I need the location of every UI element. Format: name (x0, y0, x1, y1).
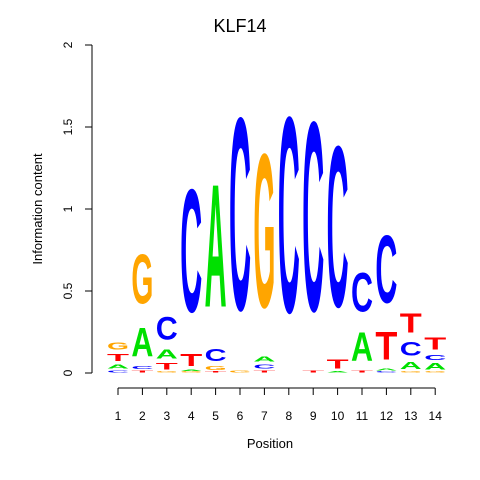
logo-letter-c: C (229, 60, 251, 368)
logo-letter-g: G (205, 365, 227, 371)
logo-letter-c: C (400, 339, 422, 360)
x-tick-label: 11 (356, 409, 369, 423)
logo-letter-g: G (253, 109, 275, 354)
x-tick-label: 5 (212, 409, 219, 423)
logo-letter-a: A (400, 360, 422, 372)
x-tick-label: 8 (285, 409, 292, 423)
x-tick-label: 6 (237, 409, 244, 423)
x-tick-label: 14 (429, 409, 443, 423)
logo-letter-g: G (180, 371, 202, 373)
y-tick-label: 0.5 (61, 282, 75, 299)
x-axis: 1 2 3 4 5 6 7 8 9 10 11 12 13 14 (115, 387, 443, 423)
logo-letter-c: C (107, 370, 130, 373)
logo-letter-c: C (302, 66, 324, 368)
x-tick-label: 12 (380, 409, 394, 423)
x-tick-label: 13 (404, 409, 418, 423)
logo-letter-c: C (375, 371, 397, 373)
x-tick-label: 2 (139, 409, 146, 423)
logo-letter-a: A (156, 347, 178, 362)
logo-letter-a: A (351, 323, 373, 370)
y-axis: 0 0.5 1 1.5 2 (61, 41, 93, 376)
logo-letter-t: T (180, 350, 202, 370)
logo-letter-t: T (253, 370, 276, 373)
logo-letter-c: C (327, 99, 349, 356)
chart-title: KLF14 (213, 16, 266, 36)
logo-letter-g: G (424, 371, 446, 373)
x-axis-label: Position (247, 436, 293, 451)
logo-letter-a: A (253, 355, 275, 363)
logo-letter-c: C (375, 216, 397, 324)
logo-letter-a: A (375, 368, 398, 371)
logo-letter-c: C (205, 345, 227, 365)
logo-letter-c: C (424, 353, 446, 361)
logo-letter-a: A (205, 148, 227, 344)
logo-letter-c: C (278, 60, 300, 372)
logo-letter-t: T (327, 356, 350, 371)
logo-letter-a: A (424, 362, 446, 372)
logo-letter-a: A (327, 371, 349, 373)
logo-letter-t: T (375, 325, 397, 369)
logo-letter-g: G (229, 370, 251, 373)
y-tick-label: 0 (61, 369, 75, 376)
logo-letter-t: T (400, 307, 422, 338)
logo-letter-c: C (131, 365, 153, 370)
logo-letter-c: C (156, 311, 178, 347)
y-tick-label: 1 (61, 205, 75, 212)
y-tick-label: 1.5 (61, 118, 75, 135)
y-axis-label: Information content (30, 153, 45, 265)
logo-letter-c: C (253, 363, 275, 370)
logo-letter-g: G (107, 340, 129, 352)
x-tick-label: 1 (115, 409, 122, 423)
logo-letter-a: A (180, 370, 202, 372)
logo-letter-c: C (180, 153, 202, 349)
x-tick-label: 7 (261, 409, 268, 423)
logo-letter-g: G (156, 371, 178, 373)
logo-letter-c: C (351, 261, 373, 324)
x-tick-label: 4 (188, 409, 195, 423)
logo-letter-a: A (107, 363, 129, 370)
logo-letter-a: A (131, 318, 153, 365)
logo-letter-t: T (424, 334, 446, 354)
y-tick-label: 2 (61, 41, 75, 48)
logo-letter-g: G (131, 242, 153, 319)
logo-letter-t: T (156, 361, 178, 371)
logo-letter-t: T (107, 352, 129, 364)
x-tick-label: 9 (310, 409, 317, 423)
logo-letter-t: T (302, 370, 325, 373)
x-tick-label: 3 (163, 409, 170, 423)
logo-letter-t: T (131, 370, 154, 373)
x-tick-label: 10 (331, 409, 345, 423)
logo-letter-t: T (351, 370, 374, 373)
logo-letter-t: T (205, 371, 228, 373)
logo-letter-g: G (400, 371, 422, 373)
